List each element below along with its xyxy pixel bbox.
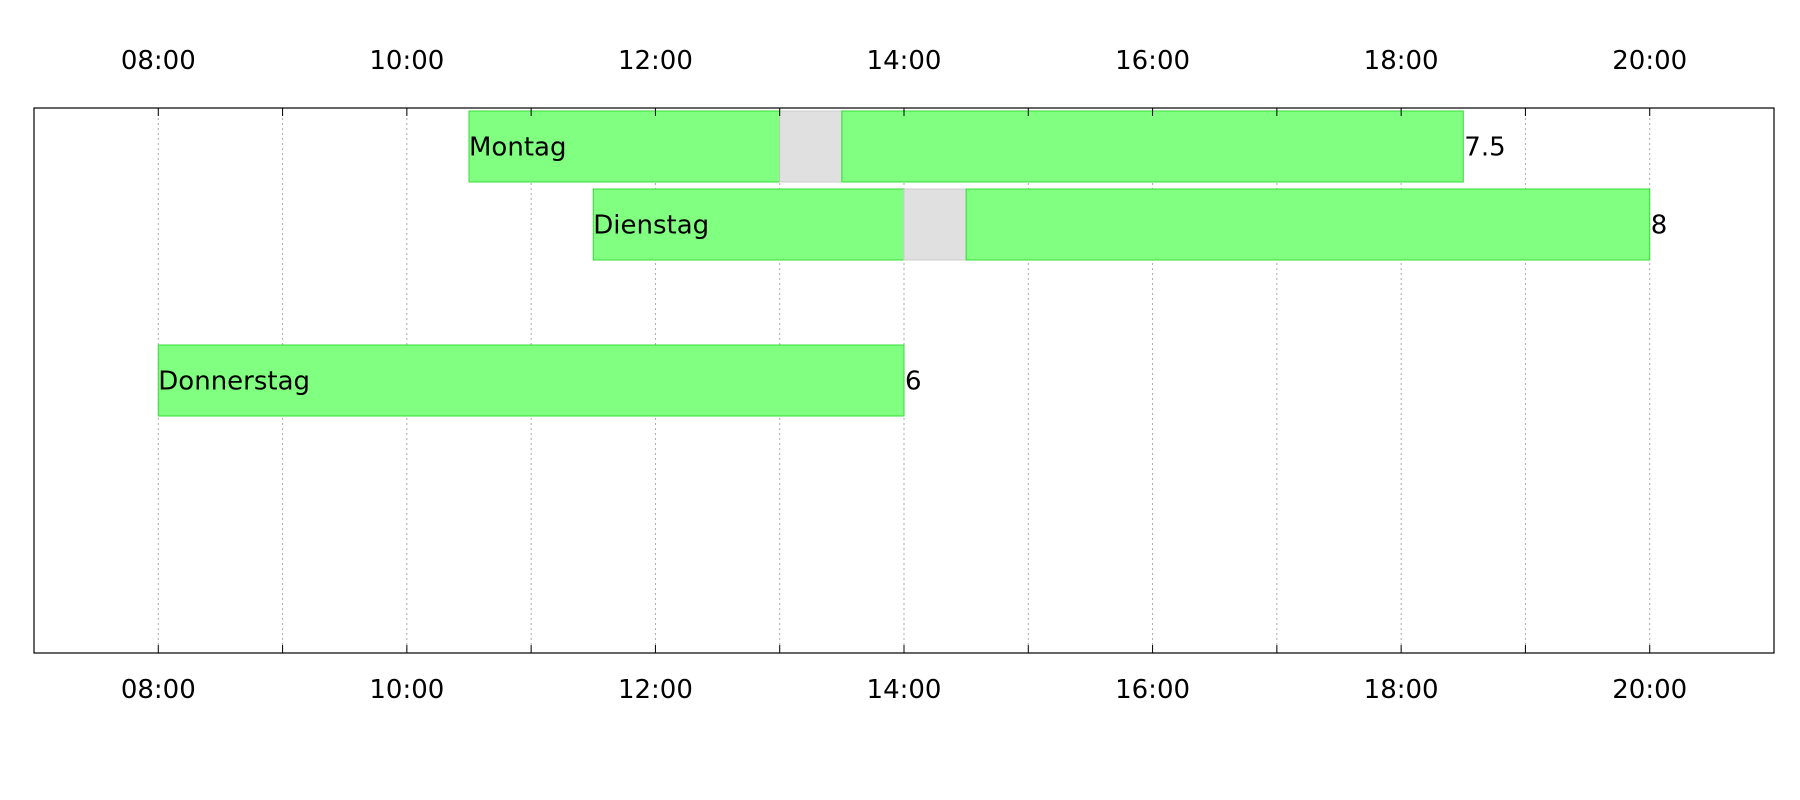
bars-layer: Montag 7.5 Dienstag 8 Donnerstag 6 <box>157 110 1668 417</box>
tick-label-bottom: 16:00 <box>1115 675 1190 705</box>
work-segment <box>841 110 1464 183</box>
labels-layer: 08:00 08:00 10:00 10:00 12:00 12:00 14:00 14:00… <box>121 46 1687 705</box>
tick-label-top: 16:00 <box>1115 46 1190 76</box>
day-label: Donnerstag <box>158 367 310 397</box>
tick-label-top: 08:00 <box>121 46 196 76</box>
break-segment <box>903 188 967 261</box>
tick-label-bottom: 12:00 <box>618 675 693 705</box>
day-label: Dienstag <box>593 211 709 241</box>
day-label: Montag <box>469 133 566 163</box>
tick-label-bottom: 10:00 <box>369 675 444 705</box>
day-row: Donnerstag 6 <box>157 344 922 417</box>
work-segment <box>468 110 781 183</box>
tick-label-top: 18:00 <box>1364 46 1439 76</box>
tick-label-top: 14:00 <box>867 46 942 76</box>
ticks-layer <box>157 108 1651 653</box>
tick-label-bottom: 20:00 <box>1612 675 1687 705</box>
work-segment <box>592 188 905 261</box>
day-row: Dienstag 8 <box>592 188 1668 261</box>
work-segment <box>965 188 1651 261</box>
tick-label-top: 10:00 <box>369 46 444 76</box>
tick-label-top: 20:00 <box>1612 46 1687 76</box>
hours-total-label: 7.5 <box>1464 133 1505 163</box>
work-segment <box>157 344 905 417</box>
break-segment <box>779 110 843 183</box>
hours-total-label: 8 <box>1651 211 1668 241</box>
tick-label-bottom: 14:00 <box>867 675 942 705</box>
day-row: Montag 7.5 <box>468 110 1506 183</box>
tick-label-bottom: 18:00 <box>1364 675 1439 705</box>
tick-label-top: 12:00 <box>618 46 693 76</box>
hours-total-label: 6 <box>905 367 922 397</box>
tick-label-bottom: 08:00 <box>121 675 196 705</box>
